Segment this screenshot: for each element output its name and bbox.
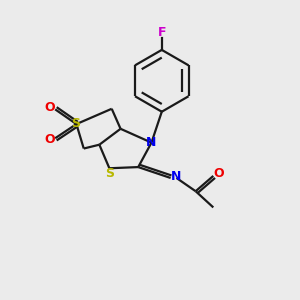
Text: O: O [45, 133, 55, 146]
Text: N: N [171, 170, 182, 183]
Text: S: S [106, 167, 115, 180]
Text: F: F [158, 26, 166, 39]
Text: O: O [213, 167, 224, 180]
Text: N: N [146, 136, 157, 148]
Text: S: S [71, 117, 80, 130]
Text: O: O [45, 101, 55, 114]
